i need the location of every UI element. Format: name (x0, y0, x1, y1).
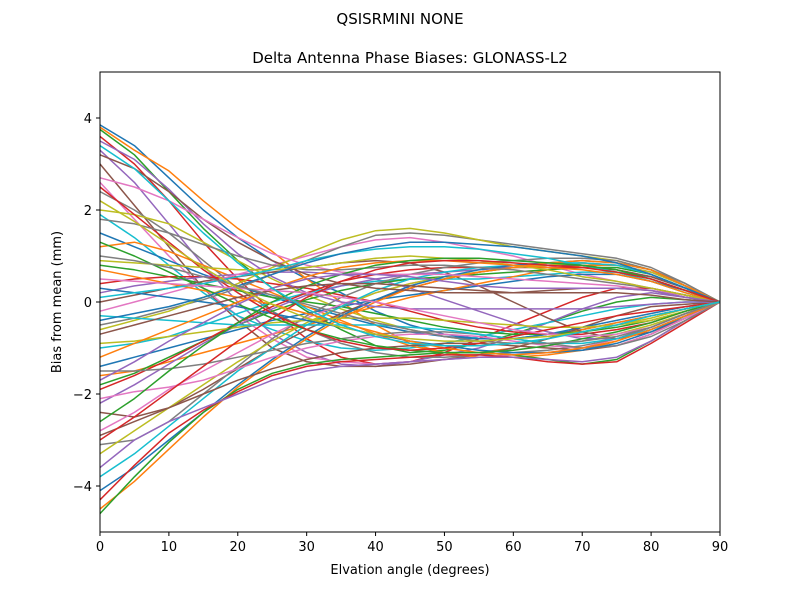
series-line-s29 (99, 262, 721, 455)
series-line-s01 (99, 124, 721, 340)
series-line-s48 (99, 218, 721, 303)
x-tick-label: 60 (505, 540, 522, 555)
chart-title: Delta Antenna Phase Biases: GLONASS-L2 (252, 49, 568, 67)
x-tick-label: 0 (96, 540, 104, 555)
series-line-s33 (99, 301, 721, 515)
chart-suptitle: QSISRMINI NONE (336, 10, 463, 28)
x-tick-label: 50 (436, 540, 453, 555)
y-tick-label: 4 (84, 112, 92, 127)
series-line-s55 (99, 273, 721, 381)
x-tick-label: 70 (574, 540, 591, 555)
series-line-s56 (99, 282, 721, 335)
series-line-s35 (99, 301, 721, 469)
y-tick-label: −2 (73, 388, 92, 403)
x-tick-label: 40 (367, 540, 384, 555)
series-line-s54 (99, 259, 721, 441)
x-tick-label: 10 (161, 540, 178, 555)
series-line-s10 (99, 213, 720, 352)
x-axis-label: Elvation angle (degrees) (330, 563, 489, 578)
series-line-s58 (99, 255, 721, 345)
series-line-s42 (99, 269, 721, 356)
y-tick-label: 0 (84, 296, 92, 311)
x-axis-ticks: 0 10 20 30 40 50 60 70 80 90 (96, 532, 728, 555)
series-line-s18 (99, 232, 721, 326)
x-tick-label: 80 (643, 540, 660, 555)
series-line-s30 (99, 262, 721, 478)
series-line-s34 (99, 301, 721, 501)
x-tick-label: 90 (712, 540, 729, 555)
series-line-s38 (100, 301, 721, 372)
y-axis-ticks: −4 −2 0 2 4 (73, 112, 100, 495)
series-line-s44 (99, 186, 721, 352)
series-line-s60 (99, 144, 721, 347)
y-axis-label: Bias from mean (mm) (50, 231, 65, 373)
y-tick-label: −4 (73, 480, 92, 495)
series-line-s51 (99, 241, 721, 322)
series-line-s03 (99, 128, 721, 354)
series-line-s57 (99, 278, 721, 338)
x-tick-label: 30 (298, 540, 315, 555)
plot-lines (99, 124, 721, 515)
x-tick-label: 20 (230, 540, 247, 555)
plot-frame (99, 71, 721, 533)
series-line-s53 (99, 257, 721, 423)
y-tick-label: 2 (84, 204, 92, 219)
series-line-s47 (99, 177, 721, 303)
